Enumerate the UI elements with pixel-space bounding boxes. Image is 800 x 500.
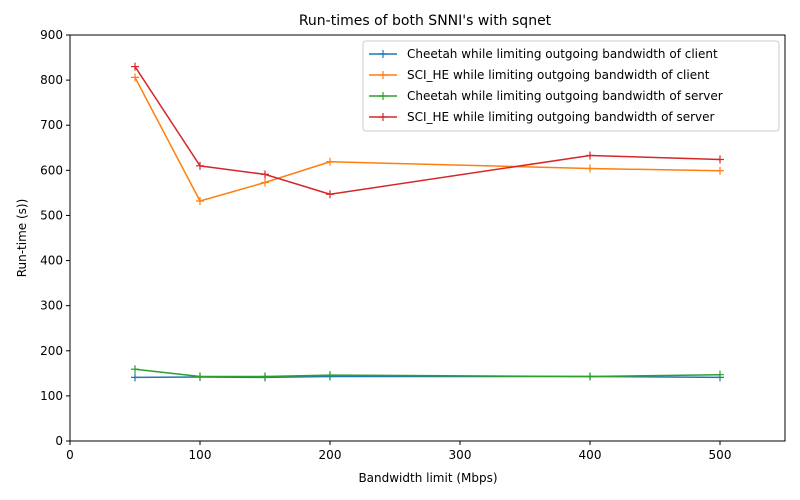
legend-box [362,40,780,132]
series-3-line [134,368,721,378]
series-2-point-2 [196,197,204,206]
series-2-line [134,77,721,202]
legend-label-4: SCI_HE while limiting outgoing bandwidth… [407,110,715,124]
series-2-point-3 [261,178,269,187]
legend-label-3: Cheetah while limiting outgoing bandwidt… [407,89,723,103]
y-tick-label-2: 100 [40,389,63,403]
series-4-point-5 [586,151,594,160]
series-2-point-5 [586,164,594,173]
legend-item-2: SCI_HE while limiting outgoing bandwidth… [369,68,710,82]
series-4-point-6 [716,155,724,164]
series-4-line [134,66,721,195]
series-3-point-1 [131,365,139,374]
series-3-point-6 [716,370,724,379]
series-2-point-1 [131,73,139,82]
legend-marker-1 [379,50,387,58]
y-tick-label-7: 600 [40,163,63,177]
legend-marker-4 [379,113,387,121]
y-tick-label-5: 400 [40,254,63,268]
legend-marker-3 [379,92,387,100]
series-3 [131,365,724,381]
series-4-point-2 [196,161,204,170]
series-2-point-4 [326,157,334,166]
series-2-point-6 [716,166,724,175]
chart-title: Run-times of both SNNI's with sqnet [299,13,552,29]
series-3-point-2 [196,372,204,381]
y-tick-label-8: 700 [40,118,63,132]
y-tick-label-1: 0 [55,434,63,448]
y-tick-label-3: 200 [40,344,63,358]
series-2 [131,73,724,206]
y-axis-label: Run-time (s)) [15,199,29,278]
legend-item-4: SCI_HE while limiting outgoing bandwidth… [369,110,715,124]
plot-frame [69,34,786,442]
legend-label-2: SCI_HE while limiting outgoing bandwidth… [407,68,710,82]
x-axis-label: Bandwidth limit (Mbps) [358,471,497,485]
series-4 [131,62,724,199]
y-tick-label-10: 900 [40,28,63,42]
x-tick-label-3: 200 [319,448,342,462]
x-tick-label-4: 300 [449,448,472,462]
series-4-point-3 [261,170,269,179]
x-tick-label-5: 400 [579,448,602,462]
series-3-point-4 [326,371,334,380]
y-tick-label-4: 300 [40,299,63,313]
legend-item-3: Cheetah while limiting outgoing bandwidt… [369,89,723,103]
legend-item-1: Cheetah while limiting outgoing bandwidt… [369,47,718,61]
series-4-point-4 [326,190,334,199]
series-4-point-1 [131,62,139,71]
series-3-point-3 [261,372,269,381]
legend-label-1: Cheetah while limiting outgoing bandwidt… [407,47,718,61]
legend: Cheetah while limiting outgoing bandwidt… [362,40,780,132]
y-tick-label-6: 500 [40,208,63,222]
x-tick-label-6: 500 [709,448,732,462]
series-group [131,62,724,382]
x-tick-label-1: 0 [66,448,74,462]
series-1-point-1 [131,373,139,382]
x-tick-label-2: 100 [189,448,212,462]
y-tick-label-9: 800 [40,73,63,87]
legend-marker-2 [379,71,387,79]
series-3-point-5 [586,372,594,381]
